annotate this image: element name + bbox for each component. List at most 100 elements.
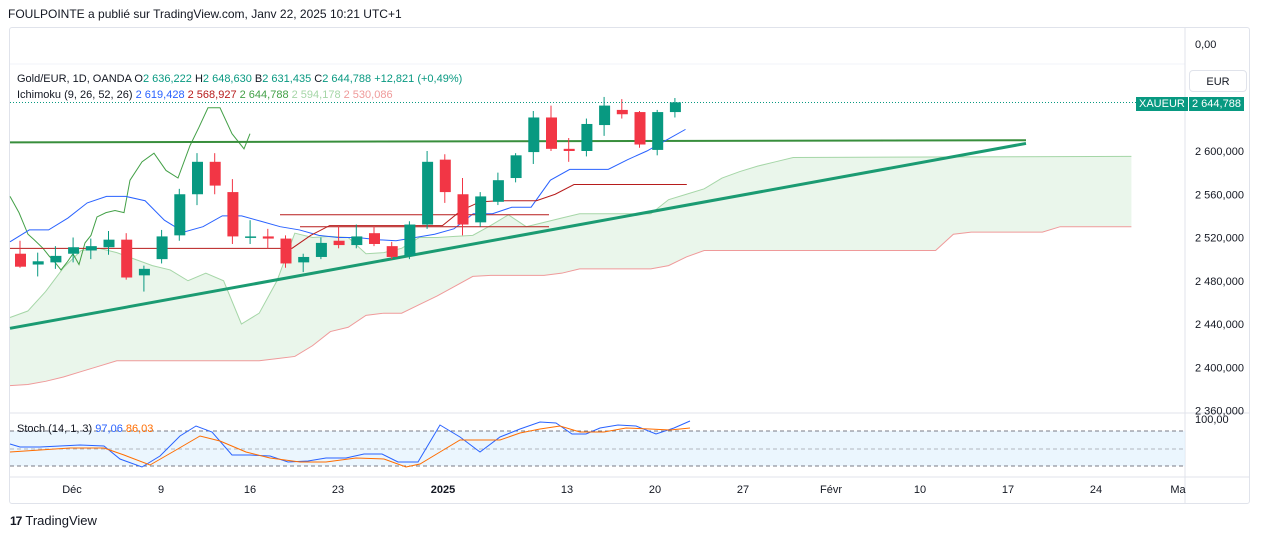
ichimoku-lead-a-value: 2 594,178 (291, 89, 341, 101)
tradingview-logo-icon: 17 (10, 513, 22, 528)
close-label: C (314, 73, 323, 85)
time-tick-label: 9 (158, 484, 164, 496)
candle-body (333, 240, 345, 246)
price-axis: 0,00 2 600,000 2 560,000 2 520,000 2 480,000… (1195, 39, 1244, 426)
ichimoku-cloud (9, 155, 1132, 387)
trendlines (9, 139, 1027, 330)
candle-body (386, 246, 398, 257)
symbol-tag: XAUEUR (1136, 97, 1188, 111)
chart-frame (9, 27, 1250, 504)
candle-body (669, 102, 681, 113)
ichimoku-lagging-value: 2 644,788 (239, 89, 289, 101)
time-tick-label: Févr (820, 484, 842, 496)
time-tick-label: 27 (737, 484, 749, 496)
axis-tick-label: 2 440,000 (1195, 319, 1244, 331)
candle-body (457, 194, 469, 225)
time-tick-label: 24 (1090, 484, 1102, 496)
ichimoku-lagging-span (9, 107, 251, 271)
candle-body (298, 256, 310, 263)
stoch-k-line (9, 420, 691, 468)
candle-body (227, 192, 239, 237)
candle-body (192, 161, 203, 195)
axis-tick-label-top: 0,00 (1195, 39, 1216, 51)
change-value: +12,821 (+0,49%) (374, 73, 463, 85)
senkou-span-b-line (9, 226, 1132, 387)
candle-body (422, 161, 434, 225)
time-tick-label: 13 (561, 484, 573, 496)
candles (10, 96, 1185, 292)
candle-body (121, 239, 133, 278)
time-tick-label: 2025 (431, 484, 455, 496)
open-label: O (134, 73, 143, 85)
time-axis: Déc 9 16 23 2025 13 20 27 Févr 10 17 24 Ma (62, 484, 1186, 496)
candle-body (68, 247, 80, 254)
axis-tick-label: 2 480,000 (1195, 276, 1244, 288)
candle-body (245, 236, 257, 238)
ichimoku-base-value: 2 568,927 (187, 89, 237, 101)
candle-body (510, 155, 522, 179)
tenkan-sen-line (9, 128, 686, 243)
axis-tick-label: 2 600,000 (1195, 146, 1244, 158)
candle-body (652, 112, 664, 150)
candle-body (634, 112, 646, 145)
time-tick-label: Déc (62, 484, 82, 496)
candle-body (616, 109, 628, 115)
publish-header: FOULPOINTE a publié sur TradingView.com,… (8, 7, 402, 21)
stoch-band-fill (10, 431, 1185, 466)
candle-body (209, 161, 221, 186)
time-tick-label: 20 (649, 484, 661, 496)
candle-body (439, 159, 451, 193)
stochastic-pane (9, 420, 1185, 468)
open-value: 2 636,222 (142, 73, 192, 85)
low-label: B (254, 73, 263, 85)
candle-body (546, 117, 557, 149)
axis-tick-label: 2 520,000 (1195, 233, 1244, 245)
candle-body (50, 255, 62, 263)
close-value: 2 644,788 (322, 73, 372, 85)
candle-body (85, 246, 97, 251)
stoch-d-line (9, 425, 691, 468)
low-value: 2 631,435 (262, 73, 312, 85)
ascending-trendline (9, 141, 1027, 330)
ichimoku-conversion-value: 2 619,428 (135, 89, 185, 101)
ichimoku-legend[interactable]: Ichimoku (9, 26, 52, 26) 2 619,428 2 568… (17, 89, 393, 101)
candle-body (492, 180, 504, 202)
high-label: H (194, 73, 203, 85)
candle-body (369, 233, 380, 244)
time-tick-label: Ma (1170, 484, 1186, 496)
time-tick-label: 16 (244, 484, 256, 496)
candle-body (563, 148, 575, 151)
symbol-legend: Gold/EUR, 1D, OANDA O2 636,222 H2 648,63… (17, 73, 462, 85)
stoch-k-value: 97,06 (95, 423, 123, 435)
time-tick-label: 23 (332, 484, 344, 496)
ichimoku-label: Ichimoku (9, 26, 52, 26) (17, 89, 133, 101)
brand-name: TradingView (25, 513, 97, 528)
footer-brand[interactable]: 17 TradingView (10, 513, 97, 528)
candle-body (174, 194, 186, 236)
candle-body (15, 253, 26, 267)
axis-tick-label: 2 560,000 (1195, 189, 1244, 201)
candle-body (404, 224, 416, 256)
candle-body (315, 242, 327, 257)
candle-body (581, 123, 593, 151)
stoch-axis-label: 100,00 (1195, 414, 1229, 426)
stoch-legend[interactable]: Stoch (14, 1, 3) 97,06 86,03 (17, 423, 153, 435)
candle-body (138, 268, 150, 276)
candle-body (528, 117, 540, 153)
high-value: 2 648,630 (202, 73, 252, 85)
last-price-tag: 2 644,788 (1189, 97, 1244, 111)
candle-body (599, 105, 611, 126)
axis-tick-label: 2 400,000 (1195, 362, 1244, 374)
candle-body (262, 236, 274, 239)
stoch-d-value: 86,03 (125, 423, 154, 435)
axis-tick-label: 2 360,000 (1195, 406, 1244, 418)
candle-body (32, 261, 44, 265)
currency-button[interactable]: EUR (1189, 70, 1247, 92)
candle-body (475, 196, 487, 223)
candle-body (280, 238, 292, 264)
candle-body (103, 239, 115, 248)
chikou-span-line (9, 107, 251, 271)
stoch-label: Stoch (14, 1, 3) (17, 423, 93, 435)
symbol-label: Gold/EUR, 1D, OANDA (17, 73, 132, 85)
